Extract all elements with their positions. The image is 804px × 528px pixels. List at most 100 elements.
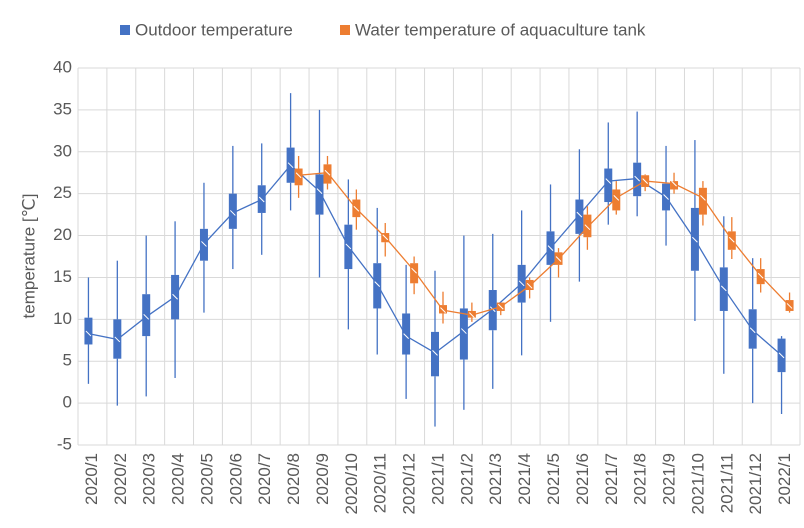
x-tick-label: 2020/4 xyxy=(169,453,188,505)
y-axis-title: temperature [℃] xyxy=(19,194,38,319)
x-tick-label: 2020/8 xyxy=(284,453,303,505)
y-tick-label: 25 xyxy=(53,183,72,202)
x-tick-label: 2020/11 xyxy=(371,453,390,513)
mean-marker xyxy=(440,307,446,313)
box xyxy=(439,305,447,314)
y-tick-label: 15 xyxy=(53,267,72,286)
mean-marker xyxy=(526,282,533,289)
x-tick-label: 2021/5 xyxy=(544,453,563,505)
y-tick-label: 10 xyxy=(53,309,72,328)
box xyxy=(315,174,324,215)
mean-marker xyxy=(613,195,620,201)
legend-label: Water temperature of aquaculture tank xyxy=(355,20,646,39)
x-tick-label: 2020/5 xyxy=(197,453,216,505)
x-tick-label: 2020/3 xyxy=(140,453,159,505)
mean-marker xyxy=(518,280,525,287)
legend-swatch xyxy=(120,25,130,35)
mean-marker xyxy=(316,188,323,195)
x-tick-label: 2021/2 xyxy=(457,453,476,505)
box xyxy=(748,309,757,349)
mean-marker xyxy=(700,195,706,201)
x-tick-label: 2021/12 xyxy=(746,453,765,514)
box xyxy=(670,181,679,190)
mean-marker xyxy=(287,162,294,169)
box xyxy=(142,294,151,337)
mean-marker xyxy=(374,281,381,288)
mean-marker xyxy=(634,175,641,182)
mean-marker xyxy=(576,211,583,218)
mean-marker xyxy=(469,312,475,318)
box xyxy=(228,193,237,229)
box xyxy=(727,231,736,250)
box xyxy=(604,168,613,203)
mean-marker xyxy=(778,352,785,359)
box xyxy=(698,187,707,215)
mean-marker xyxy=(584,224,591,231)
y-tick-label: 30 xyxy=(53,141,72,160)
mean-marker xyxy=(663,194,669,200)
x-tick-label: 2021/11 xyxy=(717,453,736,513)
box xyxy=(719,267,728,311)
mean-marker xyxy=(411,267,417,274)
x-tick-label: 2021/10 xyxy=(688,453,707,514)
box xyxy=(199,228,208,261)
y-tick-label: -5 xyxy=(57,434,72,453)
mean-marker xyxy=(85,330,92,337)
y-tick-label: 35 xyxy=(53,99,72,118)
mean-marker xyxy=(324,169,331,176)
mean-marker xyxy=(295,172,302,179)
mean-marker xyxy=(605,178,612,184)
x-tick-label: 2020/6 xyxy=(226,453,245,505)
mean-marker xyxy=(172,293,178,300)
x-tick-label: 2022/1 xyxy=(775,453,794,505)
mean-marker xyxy=(757,272,764,279)
x-tick-label: 2020/9 xyxy=(313,453,332,505)
x-tick-label: 2021/6 xyxy=(573,453,592,505)
mean-marker xyxy=(720,285,727,292)
box xyxy=(633,162,642,197)
mean-marker xyxy=(728,236,735,243)
mean-marker xyxy=(114,336,121,343)
mean-line xyxy=(298,172,791,316)
y-tick-label: 5 xyxy=(63,351,72,370)
mean-marker xyxy=(353,205,360,212)
box xyxy=(410,263,419,284)
box xyxy=(525,279,534,291)
box xyxy=(756,269,765,285)
mean-marker xyxy=(786,303,793,309)
mean-marker xyxy=(201,241,207,247)
mean-marker xyxy=(547,245,554,251)
x-tick-label: 2021/7 xyxy=(602,453,621,505)
x-tick-label: 2021/3 xyxy=(486,453,505,505)
box xyxy=(431,331,439,377)
mean-marker xyxy=(692,236,698,243)
mean-marker xyxy=(642,178,649,184)
x-tick-label: 2020/2 xyxy=(111,453,130,505)
mean-marker xyxy=(497,303,504,310)
legend-label: Outdoor temperature xyxy=(135,20,293,39)
x-tick-label: 2020/10 xyxy=(342,453,361,514)
box xyxy=(583,214,592,238)
x-tick-label: 2021/4 xyxy=(515,453,534,505)
box xyxy=(575,199,584,234)
box xyxy=(488,290,497,331)
y-tick-label: 20 xyxy=(53,225,72,244)
x-tick-label: 2021/8 xyxy=(631,453,650,505)
mean-marker xyxy=(143,313,150,320)
box xyxy=(467,310,476,318)
mean-marker xyxy=(555,256,562,262)
box xyxy=(84,317,93,345)
box xyxy=(323,164,332,184)
box xyxy=(373,263,382,309)
mean-marker xyxy=(345,243,352,250)
mean-marker xyxy=(229,210,236,216)
x-tick-label: 2021/1 xyxy=(428,453,447,505)
mean-marker xyxy=(432,349,438,356)
mean-marker xyxy=(258,196,265,203)
mean-marker xyxy=(461,328,467,334)
mean-marker xyxy=(671,180,677,187)
mean-marker xyxy=(749,327,756,334)
y-tick-label: 40 xyxy=(53,57,72,76)
mean-marker xyxy=(382,234,389,241)
